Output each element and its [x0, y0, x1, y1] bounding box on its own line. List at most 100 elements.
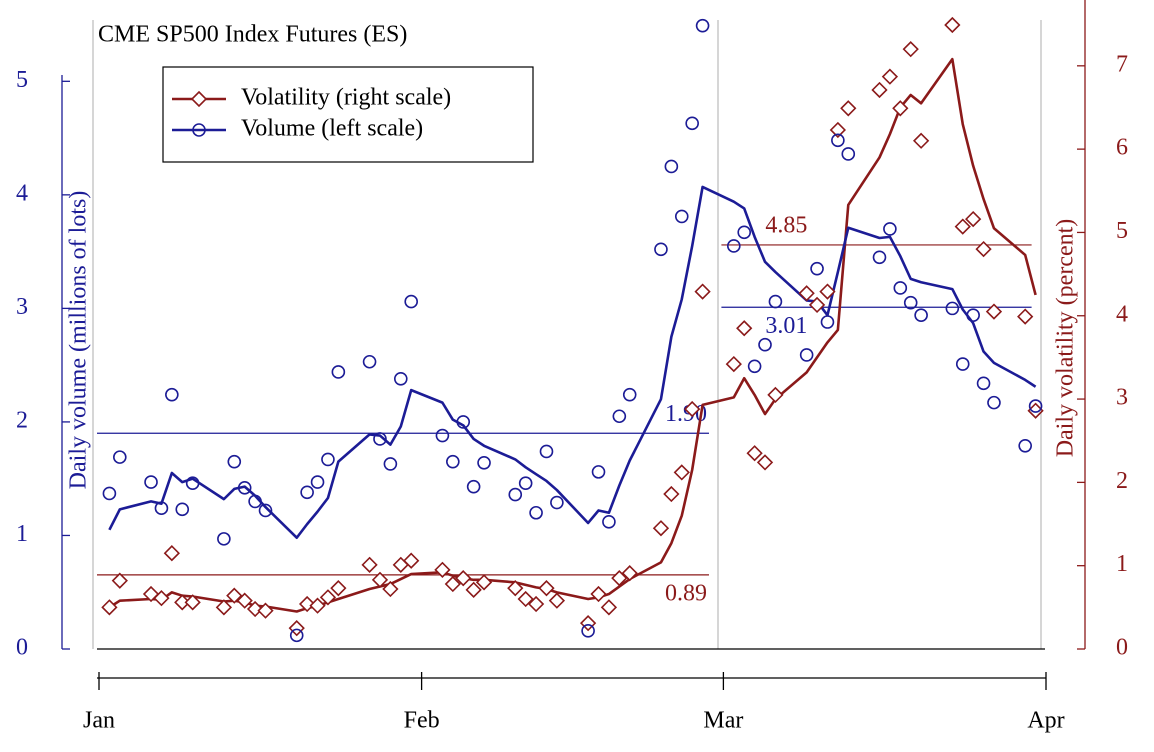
circle-marker	[987, 395, 1001, 410]
diamond-marker	[954, 218, 971, 235]
diamond-marker	[538, 580, 555, 597]
circle-marker	[144, 475, 158, 489]
circle-marker	[945, 301, 960, 316]
diamond-marker	[163, 545, 180, 562]
diamond-marker	[330, 580, 347, 597]
circle-marker	[435, 428, 450, 443]
circle-marker	[466, 479, 481, 494]
diamond-marker	[257, 602, 274, 619]
diamond-marker	[142, 585, 160, 603]
circle-marker	[674, 209, 689, 224]
y2-tick-label: 4	[1116, 301, 1128, 327]
circle-marker	[154, 501, 169, 516]
circle-marker	[248, 494, 262, 509]
diamond-marker	[361, 556, 378, 573]
circle-marker	[529, 505, 543, 520]
circle-marker	[810, 261, 824, 276]
diamond-marker	[236, 592, 253, 609]
circle-marker	[237, 480, 252, 495]
y2-tick-label: 6	[1116, 135, 1128, 161]
x-tick-label: Feb	[404, 708, 440, 734]
diamond-marker	[736, 320, 753, 337]
y2-tick-label: 0	[1116, 635, 1128, 661]
diamond-marker	[975, 240, 992, 258]
diamond-marker	[912, 132, 930, 149]
diamond-marker	[673, 464, 690, 481]
circle-marker	[758, 337, 772, 352]
circle-marker	[612, 409, 627, 424]
diamond-marker	[309, 597, 326, 614]
diamond-marker	[725, 355, 742, 373]
diamond-marker	[611, 570, 628, 587]
diamond-marker	[288, 620, 305, 637]
diamond-marker	[590, 585, 607, 603]
diamond-marker	[663, 485, 680, 503]
diamond-marker	[1017, 308, 1034, 325]
legend-marker	[192, 123, 206, 137]
diamond-marker	[767, 386, 784, 404]
y-axis-label: Daily volume (millions of lots)	[66, 191, 92, 490]
circle-marker	[165, 387, 179, 402]
circle-marker	[185, 476, 200, 491]
circle-marker	[664, 159, 679, 174]
diamond-marker	[684, 400, 701, 418]
x-tick-label: Apr	[1027, 708, 1064, 734]
circle-marker	[404, 294, 418, 309]
diamond-marker	[652, 520, 670, 537]
circle-marker	[685, 116, 699, 131]
diamond-marker	[829, 121, 846, 139]
y-tick-label: 3	[16, 294, 28, 320]
diamond-marker	[319, 589, 337, 606]
chart-title: CME SP500 Index Futures (ES)	[98, 22, 407, 48]
reference-label: 3.01	[765, 313, 807, 339]
legend-label: Volatility (right scale)	[241, 85, 451, 111]
legend-marker	[190, 90, 208, 108]
diamond-marker	[101, 599, 118, 616]
legend-label: Volume (left scale)	[241, 116, 423, 142]
circle-marker	[914, 308, 928, 322]
y-tick-label: 1	[16, 521, 28, 547]
circle-marker	[581, 624, 595, 638]
y-tick-label: 4	[16, 180, 28, 206]
diamond-marker	[881, 68, 899, 85]
y2-tick-label: 2	[1116, 468, 1128, 494]
circle-marker	[747, 359, 762, 374]
diamond-marker	[892, 100, 909, 117]
circle-marker	[113, 450, 127, 464]
circle-marker	[362, 354, 377, 369]
circle-marker	[799, 348, 814, 362]
reference-label: 4.85	[765, 212, 807, 238]
diamond-marker	[475, 574, 493, 591]
circle-marker	[331, 365, 346, 379]
diamond-marker	[184, 594, 201, 611]
y-tick-label: 0	[16, 635, 28, 661]
diamond-marker	[371, 571, 389, 588]
x-tick-label: Jan	[83, 708, 115, 734]
diamond-marker	[444, 575, 461, 593]
circle-marker	[976, 376, 991, 391]
circle-marker	[1018, 438, 1032, 453]
diamond-marker	[299, 595, 316, 613]
circle-marker	[456, 415, 471, 429]
circle-marker	[227, 454, 242, 469]
circle-marker	[893, 281, 908, 295]
circle-marker	[831, 133, 845, 148]
diamond-marker	[507, 580, 524, 597]
circle-marker	[289, 628, 304, 643]
circle-marker	[508, 487, 523, 502]
diamond-marker	[548, 592, 566, 609]
diamond-marker	[226, 587, 243, 604]
reference-label: 0.89	[665, 580, 707, 606]
diamond-marker	[756, 454, 774, 471]
y2-axis-label: Daily volatility (percent)	[1053, 219, 1079, 458]
circle-marker	[955, 357, 970, 371]
circle-marker	[654, 242, 668, 257]
circle-marker	[695, 18, 710, 33]
diamond-marker	[840, 100, 857, 117]
diamond-marker	[746, 445, 763, 462]
circle-marker	[300, 485, 314, 500]
circle-marker	[550, 495, 564, 510]
circle-marker	[383, 457, 398, 471]
y2-tick-label: 7	[1116, 51, 1128, 77]
